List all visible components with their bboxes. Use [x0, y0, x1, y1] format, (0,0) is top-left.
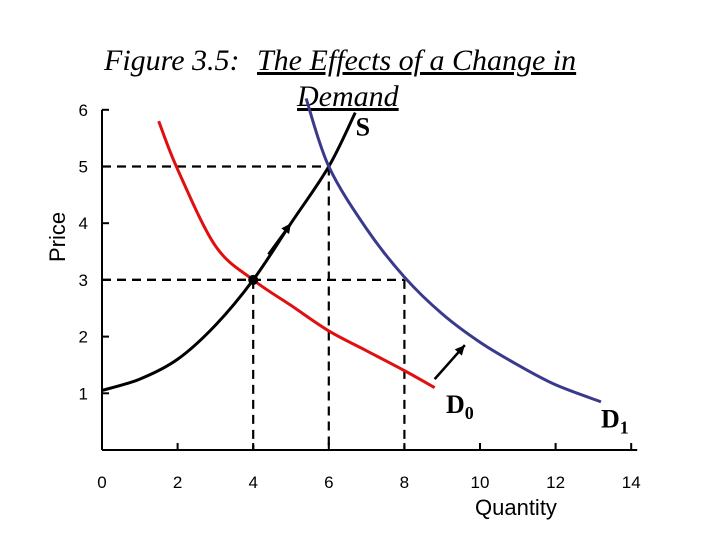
equilibrium-point [248, 274, 259, 285]
shift-arrow-head [281, 223, 291, 235]
curve-d0 [157, 120, 436, 389]
curve-d1 [304, 97, 602, 404]
x-tick-label: 8 [400, 473, 409, 492]
chart-title-main: The Effects of a Change in [257, 44, 576, 77]
label-d1: D1 [601, 404, 629, 437]
label-s: S [356, 112, 370, 141]
x-tick-label: 10 [471, 473, 490, 492]
dashed-guides [102, 165, 406, 450]
y-tick-label: 1 [79, 384, 88, 403]
x-tick-label: 0 [97, 473, 106, 492]
y-tick-label: 3 [79, 271, 88, 290]
chart-title: Figure 3.5: The Effects of a Change in D… [103, 44, 576, 113]
chart-title-line2: Demand [296, 80, 400, 113]
x-tick-label: 4 [248, 473, 257, 492]
y-tick-label: 2 [79, 328, 88, 347]
markers [248, 222, 466, 380]
x-tick-label: 2 [173, 473, 182, 492]
x-axis-label: Quantity [475, 495, 557, 520]
chart-title-prefix: Figure 3.5: [103, 44, 240, 77]
curve-labels: S D0 D1 [356, 112, 629, 437]
y-tick-label: 4 [79, 214, 88, 233]
y-tick-label: 6 [79, 101, 88, 120]
y-tick-label: 5 [79, 158, 88, 177]
x-tick-label: 14 [622, 473, 641, 492]
curves [101, 97, 602, 404]
shift-arrow-head [454, 345, 465, 356]
x-tick-label: 6 [324, 473, 333, 492]
y-axis-label: Price [45, 212, 70, 262]
curve-s [101, 111, 357, 392]
x-tick-label: 12 [546, 473, 565, 492]
label-d0: D0 [446, 390, 474, 423]
